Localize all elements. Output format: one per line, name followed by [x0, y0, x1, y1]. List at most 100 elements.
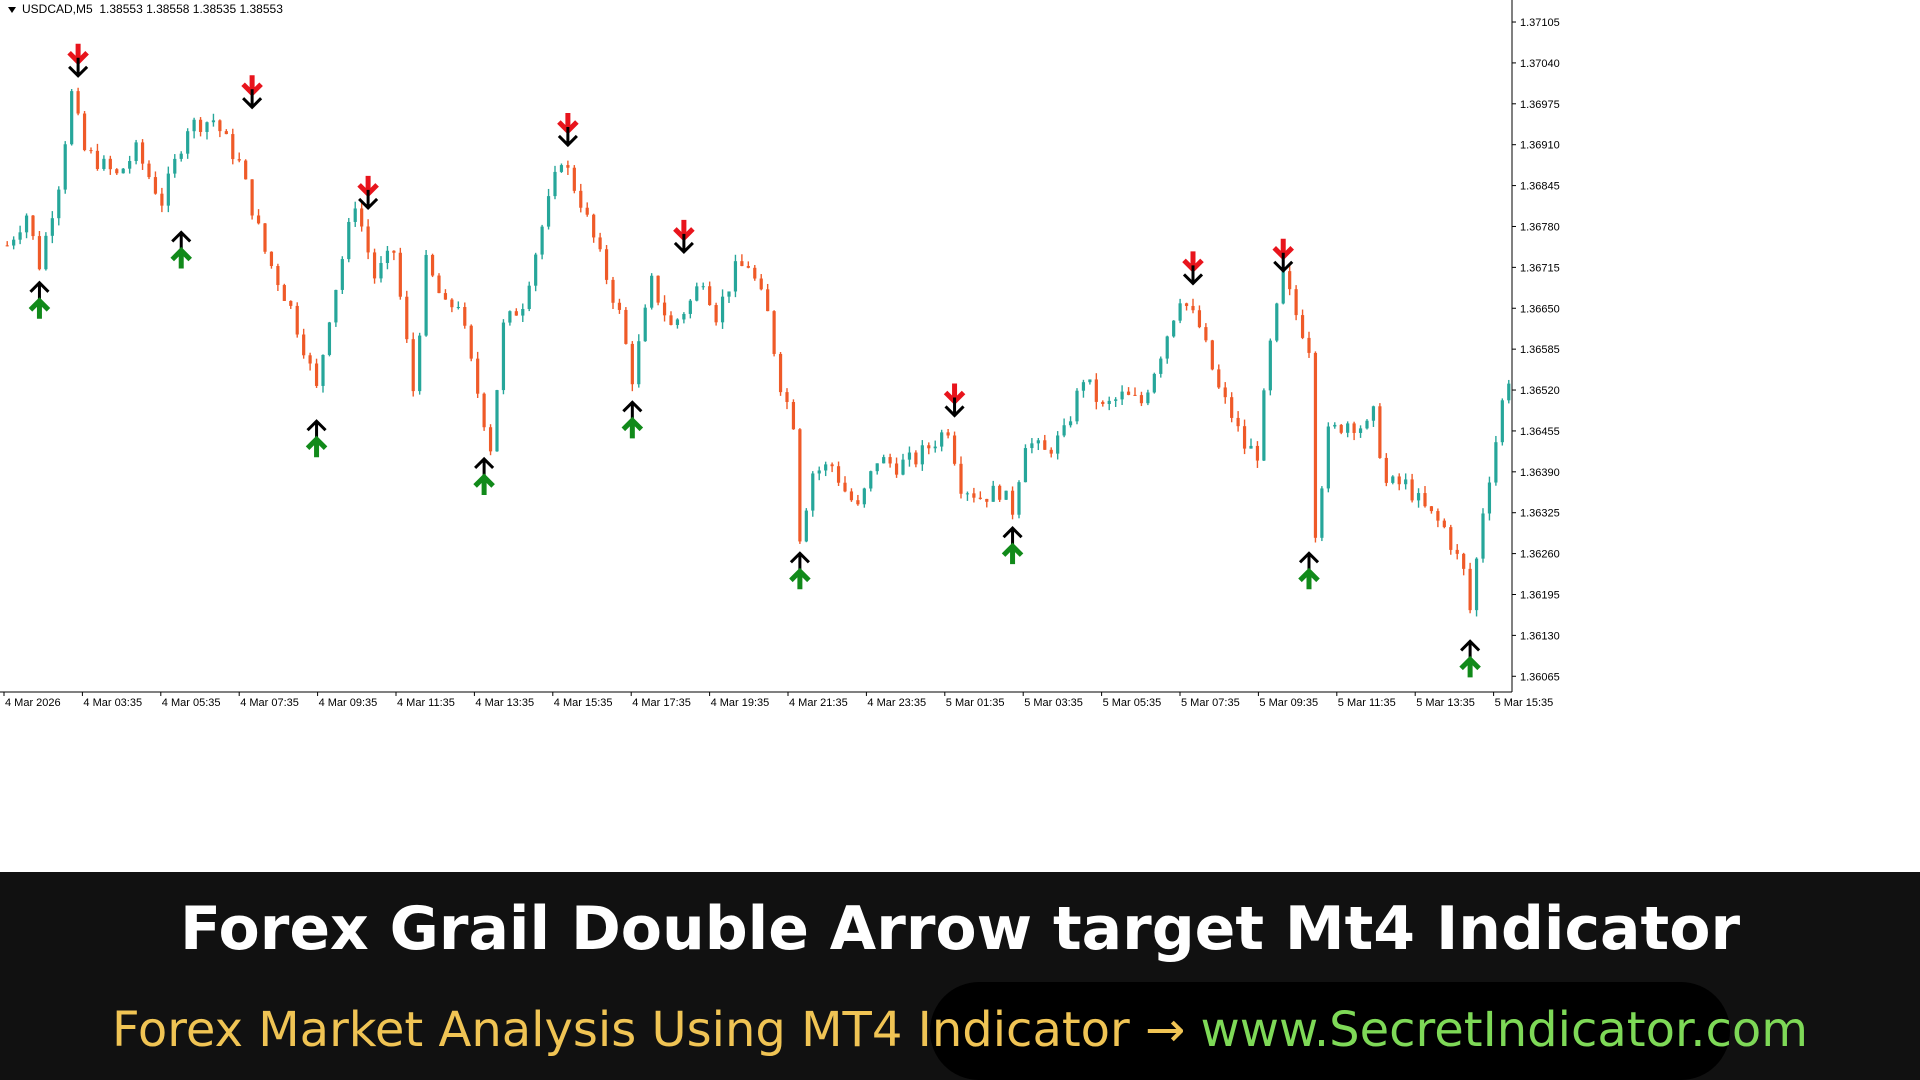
candle-body [572, 167, 576, 191]
candle-body [1004, 490, 1008, 500]
candle-body [534, 254, 538, 286]
candle-body [95, 150, 100, 169]
candle-body [1056, 435, 1060, 454]
candle-body [18, 232, 22, 240]
candle-body [1184, 303, 1189, 306]
y-tick-label: 1.36845 [1520, 181, 1560, 193]
candle-body [579, 190, 583, 208]
x-tick-label: 4 Mar 13:35 [475, 697, 534, 709]
candle-body [1326, 426, 1330, 489]
candle-body [907, 452, 912, 460]
candle-body [450, 299, 454, 308]
banner-title: Forex Grail Double Arrow target Mt4 Indi… [179, 894, 1741, 964]
candle-body [592, 214, 596, 238]
candle-body [1449, 527, 1453, 550]
candle-body [198, 119, 203, 132]
candle-body [1036, 440, 1040, 444]
x-tick-label: 4 Mar 15:35 [554, 697, 613, 709]
candle-body [746, 266, 750, 268]
sell-signal-arrow [1182, 251, 1204, 286]
candle-body [617, 302, 622, 310]
candle-body [1191, 305, 1195, 311]
x-tick-label: 5 Mar 15:35 [1495, 697, 1554, 709]
price-chart[interactable]: 1.37105 1.37040 1.36975 1.36910 1.36845 1.367… [0, 0, 1920, 872]
candle-body [1262, 390, 1266, 461]
candle-body [76, 91, 80, 114]
sell-signal-arrow [673, 219, 695, 255]
dropdown-triangle-icon[interactable] [8, 6, 16, 13]
buy-arrow-icon [473, 473, 495, 495]
candle-body [882, 457, 886, 464]
candle-body [675, 319, 680, 325]
candle-body [559, 165, 564, 172]
candle-body [1352, 423, 1356, 433]
candle-body [289, 300, 293, 306]
candle-body [115, 169, 119, 174]
x-tick-label: 5 Mar 09:35 [1259, 697, 1318, 709]
x-tick-label: 5 Mar 05:35 [1103, 697, 1162, 709]
candle-body [1416, 493, 1421, 501]
candle-body [1339, 424, 1343, 433]
chart-canvas[interactable]: 1.37105 1.37040 1.36975 1.36910 1.36845 1.367… [0, 0, 1920, 872]
candle-body [869, 471, 873, 489]
target-arrow-icon [557, 126, 578, 148]
buy-signal-arrow [473, 456, 495, 495]
candle-body [1249, 445, 1253, 449]
candle-body [1255, 445, 1260, 461]
candle-body [875, 463, 879, 472]
buy-arrow-icon [1459, 655, 1481, 678]
candle-body [972, 493, 976, 498]
candle-body [1468, 568, 1472, 611]
candle-body [231, 134, 235, 160]
candle-body [1081, 382, 1086, 391]
candle-body [894, 463, 899, 475]
candle-body [57, 189, 61, 219]
y-tick-label: 1.36455 [1520, 426, 1560, 438]
candle-body [12, 239, 16, 246]
candle-body [527, 285, 531, 309]
x-tick-label: 4 Mar 11:35 [397, 697, 455, 709]
candle-body [1139, 395, 1144, 404]
candle-body [952, 435, 957, 464]
candle-body [1146, 392, 1150, 404]
candle-body [901, 459, 905, 475]
candle-body [211, 120, 216, 123]
target-arrow-icon [242, 89, 263, 110]
target-arrow-icon [68, 57, 89, 78]
x-tick-label: 4 Mar 21:35 [789, 697, 848, 709]
website-link[interactable]: www.SecretIndicator.com [1200, 1002, 1809, 1058]
candle-body [179, 153, 183, 159]
x-tick-label: 5 Mar 01:35 [946, 697, 1005, 709]
candle-body [501, 322, 506, 391]
buy-arrow-icon [1298, 567, 1320, 590]
candle-body [940, 432, 944, 447]
candle-body [927, 445, 931, 449]
candle-body [1429, 506, 1434, 512]
target-arrow-icon [944, 397, 965, 418]
candle-body [1210, 340, 1214, 370]
candle-body [1178, 303, 1182, 321]
candle-body [482, 393, 486, 428]
buy-signal-arrow [1459, 639, 1481, 678]
candle-body [1172, 320, 1176, 337]
ohlc-prices: 1.38553 1.38558 1.38535 1.38553 [99, 2, 283, 16]
y-tick-label: 1.36130 [1520, 630, 1560, 642]
x-tick-label: 4 Mar 17:35 [632, 697, 691, 709]
candle-body [192, 119, 196, 132]
target-arrow-icon [358, 189, 379, 211]
x-tick-label: 4 Mar 07:35 [240, 697, 299, 709]
candle-body [469, 325, 473, 359]
candle-body [1068, 421, 1073, 426]
candle-body [1378, 406, 1382, 458]
candle-body [1455, 549, 1459, 554]
candle-body [708, 286, 712, 306]
candle-body [1075, 390, 1079, 422]
candle-body [347, 221, 351, 260]
candle-body [1126, 391, 1131, 395]
candle-body [224, 131, 228, 135]
y-tick-label: 1.36975 [1520, 99, 1560, 111]
candle-body [398, 252, 402, 297]
candle-body [134, 142, 138, 162]
sell-signal-arrow [241, 75, 263, 110]
buy-signal-arrow [1298, 551, 1320, 590]
